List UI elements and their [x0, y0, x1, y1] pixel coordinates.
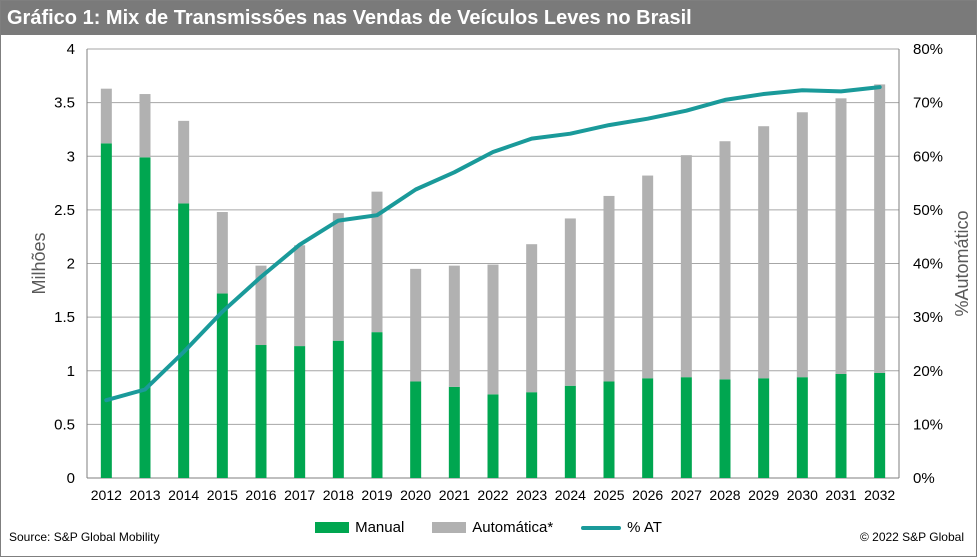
y-right-tick-label: 0% [913, 470, 935, 487]
bar-automatica [216, 212, 228, 294]
chart-title: Gráfico 1: Mix de Transmissões nas Venda… [1, 1, 976, 35]
bar-automatica [255, 265, 267, 346]
bar-automatica [758, 126, 770, 379]
legend-swatch-manual [315, 522, 350, 533]
x-tick-label: 2022 [477, 487, 508, 503]
x-tick-label: 2023 [516, 487, 547, 503]
x-tick-label: 2018 [323, 487, 354, 503]
bar-manual [216, 293, 228, 478]
bar-manual [796, 377, 808, 478]
y-right-tick-label: 80% [913, 41, 943, 58]
bar-manual [294, 346, 306, 478]
x-tick-label: 2021 [439, 487, 470, 503]
y-left-tick-label: 3.5 [54, 95, 75, 112]
x-tick-label: 2025 [593, 487, 624, 503]
x-tick-label: 2026 [632, 487, 663, 503]
line-at [104, 85, 882, 403]
bar-automatica [719, 141, 731, 380]
x-tick-label: 2012 [91, 487, 122, 503]
copyright-note: © 2022 S&P Global [859, 530, 964, 544]
bar-automatica [178, 120, 190, 204]
y-left-tick-label: 1.5 [54, 309, 75, 326]
x-tick-label: 2031 [825, 487, 856, 503]
x-tick-label: 2027 [671, 487, 702, 503]
y-right-tick-label: 60% [913, 148, 943, 165]
bar-automatica [680, 155, 692, 378]
x-tick-label: 2024 [555, 487, 586, 503]
bar-automatica [835, 98, 847, 374]
x-tick-label: 2013 [129, 487, 160, 503]
bar-automatica [564, 218, 576, 386]
x-tick-label: 2017 [284, 487, 315, 503]
legend-label-at: % AT [627, 519, 662, 536]
bar-manual [100, 143, 112, 478]
y-left-tick-label: 1 [67, 363, 75, 380]
y-left-tick-label: 0 [67, 470, 75, 487]
y-right-tick-label: 50% [913, 202, 943, 219]
x-tick-label: 2028 [709, 487, 740, 503]
bar-manual [255, 345, 267, 478]
bar-manual [139, 157, 151, 478]
bar-manual [448, 386, 460, 478]
bar-manual [874, 372, 886, 478]
bar-automatica [448, 265, 460, 387]
bar-manual [758, 378, 770, 478]
bar-manual [603, 381, 615, 478]
bar-automatica [371, 191, 383, 333]
y-left-tick-label: 3 [67, 148, 75, 165]
legend-item-automatica: Automática* [432, 519, 553, 536]
y-right-tick-label: 10% [913, 416, 943, 433]
x-tick-label: 2032 [864, 487, 895, 503]
bar-automatica [410, 268, 422, 382]
bar-manual [680, 377, 692, 478]
x-tick-label: 2016 [245, 487, 276, 503]
bar-manual [642, 378, 654, 478]
bar-automatica [487, 264, 499, 395]
source-note: Source: S&P Global Mobility [9, 530, 160, 544]
bar-automatica [139, 94, 151, 158]
bar-manual [564, 385, 576, 478]
legend-label-manual: Manual [355, 519, 405, 536]
bar-manual [371, 332, 383, 478]
y-right-tick-label: 70% [913, 95, 943, 112]
x-tick-label: 2015 [207, 487, 238, 503]
bar-automatica [332, 213, 344, 341]
bar-automatica [603, 195, 615, 382]
legend-item-at: % AT [581, 519, 662, 536]
bar-manual [487, 394, 499, 478]
bar-manual [526, 392, 538, 478]
y-right-tick-label: 40% [913, 256, 943, 273]
bar-automatica [874, 84, 886, 373]
y-left-tick-label: 4 [67, 41, 75, 58]
y-left-tick-label: 0.5 [54, 416, 75, 433]
x-tick-label: 2030 [787, 487, 818, 503]
legend-label-automatica: Automática* [472, 519, 554, 536]
legend: Manual Automática* % AT [1, 519, 976, 536]
bar-automatica [294, 245, 306, 347]
bar-automatica [100, 88, 112, 144]
x-tick-label: 2029 [748, 487, 779, 503]
bar-automatica [796, 112, 808, 378]
bar-automatica [642, 175, 654, 379]
y-right-axis-title: %Automático [952, 210, 972, 316]
y-left-tick-label: 2.5 [54, 202, 75, 219]
bar-manual [410, 381, 422, 478]
y-right-tick-label: 20% [913, 363, 943, 380]
y-left-tick-label: 2 [67, 256, 75, 273]
bar-automatica [526, 244, 538, 393]
legend-swatch-at [581, 525, 622, 530]
x-tick-label: 2019 [361, 487, 392, 503]
bar-manual [835, 373, 847, 478]
y-left-axis-title: Milhões [29, 232, 49, 294]
legend-swatch-automatica [432, 522, 467, 533]
bar-manual [719, 379, 731, 478]
x-tick-label: 2014 [168, 487, 199, 503]
legend-item-manual: Manual [315, 519, 404, 536]
bar-manual [332, 340, 344, 478]
x-tick-label: 2020 [400, 487, 431, 503]
y-right-tick-label: 30% [913, 309, 943, 326]
bar-manual [178, 203, 190, 478]
